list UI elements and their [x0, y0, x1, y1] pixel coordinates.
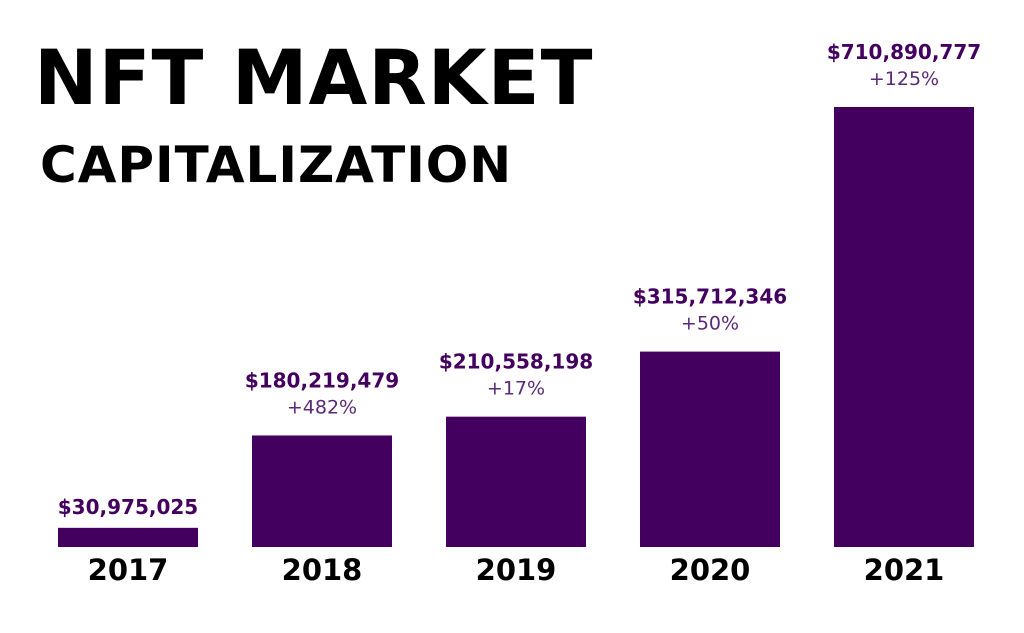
- change-label-2018: +482%: [287, 396, 357, 418]
- value-label-2018: $180,219,479: [245, 368, 399, 392]
- value-label-2021: $710,890,777: [827, 40, 981, 64]
- chart-title-line1: NFT MARKET: [34, 33, 593, 122]
- bar-2019: [446, 416, 586, 547]
- bar-2017: [58, 527, 198, 547]
- chart-title-line2: CAPITALIZATION: [40, 136, 512, 194]
- bar-2020: [640, 351, 780, 547]
- x-tick-label-2019: 2019: [476, 553, 557, 587]
- change-label-2021: +125%: [869, 68, 939, 90]
- change-label-2020: +50%: [681, 313, 739, 335]
- bar-2018: [252, 435, 392, 547]
- x-tick-label-2020: 2020: [670, 553, 751, 587]
- x-tick-label-2017: 2017: [88, 553, 169, 587]
- value-label-2017: $30,975,025: [58, 495, 198, 519]
- bar-2021: [834, 107, 974, 547]
- x-tick-label-2018: 2018: [282, 553, 363, 587]
- change-label-2019: +17%: [487, 378, 545, 400]
- value-label-2020: $315,712,346: [633, 285, 787, 309]
- value-label-2019: $210,558,198: [439, 350, 593, 374]
- bars-group: [58, 107, 974, 547]
- labels-group: $30,975,025 2017 $180,219,479 +482% 2018 $210…: [58, 40, 981, 587]
- x-tick-label-2021: 2021: [864, 553, 945, 587]
